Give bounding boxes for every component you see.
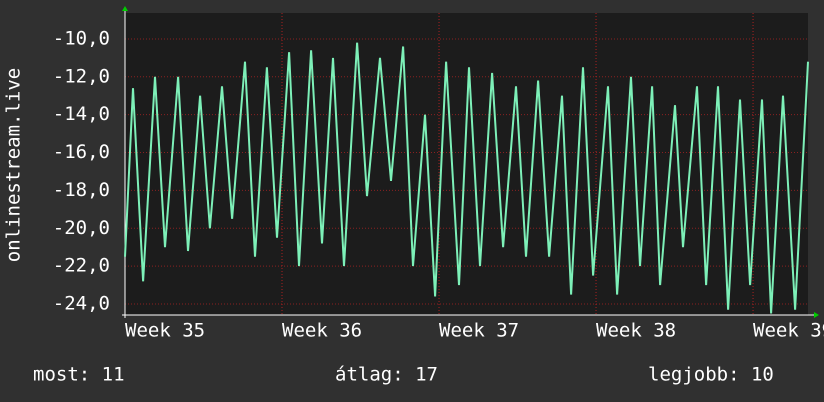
y-axis-label: onlinestream.live [3,68,25,262]
y-tick-label: -22,0 [53,255,110,277]
x-tick-label: Week 35 [125,320,205,342]
data-line [124,42,809,314]
footer-text: most: 11 [33,364,125,386]
y-tick-label: -16,0 [53,141,110,163]
x-tick-label: Week 39 [753,320,824,342]
y-tick-label: -10,0 [53,27,110,49]
y-tick-label: -12,0 [53,65,110,87]
y-tick-label: -18,0 [53,179,110,201]
x-tick-label: Week 36 [282,320,362,342]
y-tick-label: -20,0 [53,217,110,239]
x-tick-label: Week 37 [439,320,519,342]
x-tick-label: Week 38 [596,320,676,342]
axis-arrow [814,312,819,318]
axis-arrow [122,6,128,11]
y-tick-label: -24,0 [53,293,110,315]
plot-area [125,13,808,315]
footer-text: átlag: 17 [335,364,438,386]
footer-text: legjobb: 10 [648,364,774,386]
y-tick-label: -14,0 [53,103,110,125]
